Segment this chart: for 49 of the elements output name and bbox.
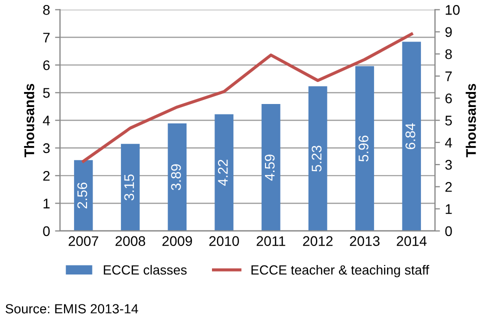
y2-tick-label: 7 <box>445 72 452 82</box>
y-tick-label: 8 <box>43 5 50 15</box>
data-label: 4.22 <box>218 160 228 186</box>
x-tick-label: 2010 <box>209 236 239 246</box>
bar <box>214 114 234 231</box>
y-axis-title: Thousands <box>24 84 34 158</box>
data-label: 4.59 <box>264 154 275 181</box>
y-tick-label: 3 <box>43 143 50 154</box>
bar <box>262 104 280 231</box>
bar <box>74 160 93 231</box>
y2-tick-label: 8 <box>445 49 452 60</box>
data-label: 6.84 <box>405 123 416 150</box>
data-label: 3.15 <box>124 174 134 200</box>
y2-tick-label: 6 <box>445 94 452 104</box>
x-tick-label: 2013 <box>350 236 380 246</box>
y-tick-label: 6 <box>43 60 50 70</box>
bar <box>168 123 187 231</box>
x-tick-label: 2007 <box>68 236 98 246</box>
y-tick-label: 2 <box>43 170 50 181</box>
y-tick-label: 1 <box>44 198 50 208</box>
data-label: 3.89 <box>171 164 181 190</box>
y2-tick-label: 2 <box>445 182 452 192</box>
data-label: 5.96 <box>358 136 368 162</box>
y2-tick-label: 5 <box>445 116 452 126</box>
y2-tick-label: 1 <box>446 204 452 214</box>
x-tick-label: 2011 <box>256 236 286 246</box>
x-tick-label: 2012 <box>303 236 333 246</box>
y-tick-label: 4 <box>42 116 50 126</box>
y2-tick-label: 10 <box>446 5 460 15</box>
bar <box>402 42 421 231</box>
bar <box>355 66 374 231</box>
bar <box>120 144 140 231</box>
y-tick-label: 5 <box>43 88 50 98</box>
y2-tick-label: 9 <box>445 27 452 37</box>
bar <box>308 86 328 231</box>
y2-axis-title: Thousands <box>466 84 476 158</box>
x-tick-label: 2009 <box>162 236 192 246</box>
legend-label: ECCE classes <box>104 264 187 275</box>
x-tick-label: 2008 <box>116 236 146 246</box>
data-label: 2.56 <box>77 182 88 208</box>
source-note: Source: EMIS 2013-14 <box>6 304 138 314</box>
y2-tick-label: 4 <box>445 138 452 148</box>
x-tick-label: 2014 <box>396 236 427 246</box>
y-tick-label: 0 <box>43 226 50 236</box>
data-label: 5.23 <box>312 146 322 172</box>
y-tick-label: 7 <box>43 32 50 42</box>
y2-tick-label: 3 <box>445 160 452 170</box>
legend-label: ECCE teacher & teaching staff <box>252 264 430 278</box>
y2-tick-label: 0 <box>445 226 452 236</box>
